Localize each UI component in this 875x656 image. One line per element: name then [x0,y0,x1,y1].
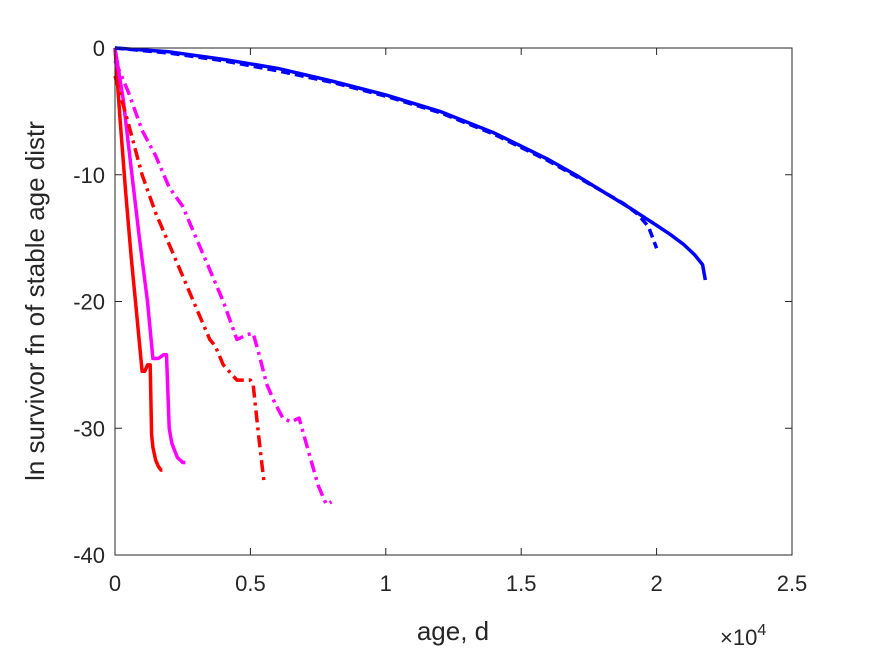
axis-layer: 0 0.5 1 1.5 2 2.5 0 -10 -20 -30 -40 [73,36,807,596]
x-tick-label: 2 [650,571,662,596]
x-exponent-power: 4 [757,622,766,639]
y-tick-label: -30 [73,416,105,441]
y-tick-label: -40 [73,543,105,568]
x-exponent-base: ×10 [720,625,757,650]
y-tick-label: -20 [73,290,105,315]
y-tick-label: 0 [93,36,105,61]
x-tick-label: 1 [380,571,392,596]
x-tick-label: 0.5 [235,571,266,596]
series-line-3 [113,75,266,482]
series-line-4 [113,60,333,507]
series-line-6 [114,46,659,249]
y-tick-label: -10 [73,163,105,188]
x-tick-label: 1.5 [506,571,537,596]
series-layer [113,46,708,507]
y-axis-label: ln survivor fn of stable age distr [20,121,50,481]
x-tick-label: 0 [109,571,121,596]
plot-area [115,48,792,555]
x-tick-label: 2.5 [777,571,808,596]
series-line-2 [113,47,186,465]
x-axis-label: age, d [417,616,489,646]
series-line-1 [113,47,163,472]
x-exponent-label: ×104 [720,622,766,650]
